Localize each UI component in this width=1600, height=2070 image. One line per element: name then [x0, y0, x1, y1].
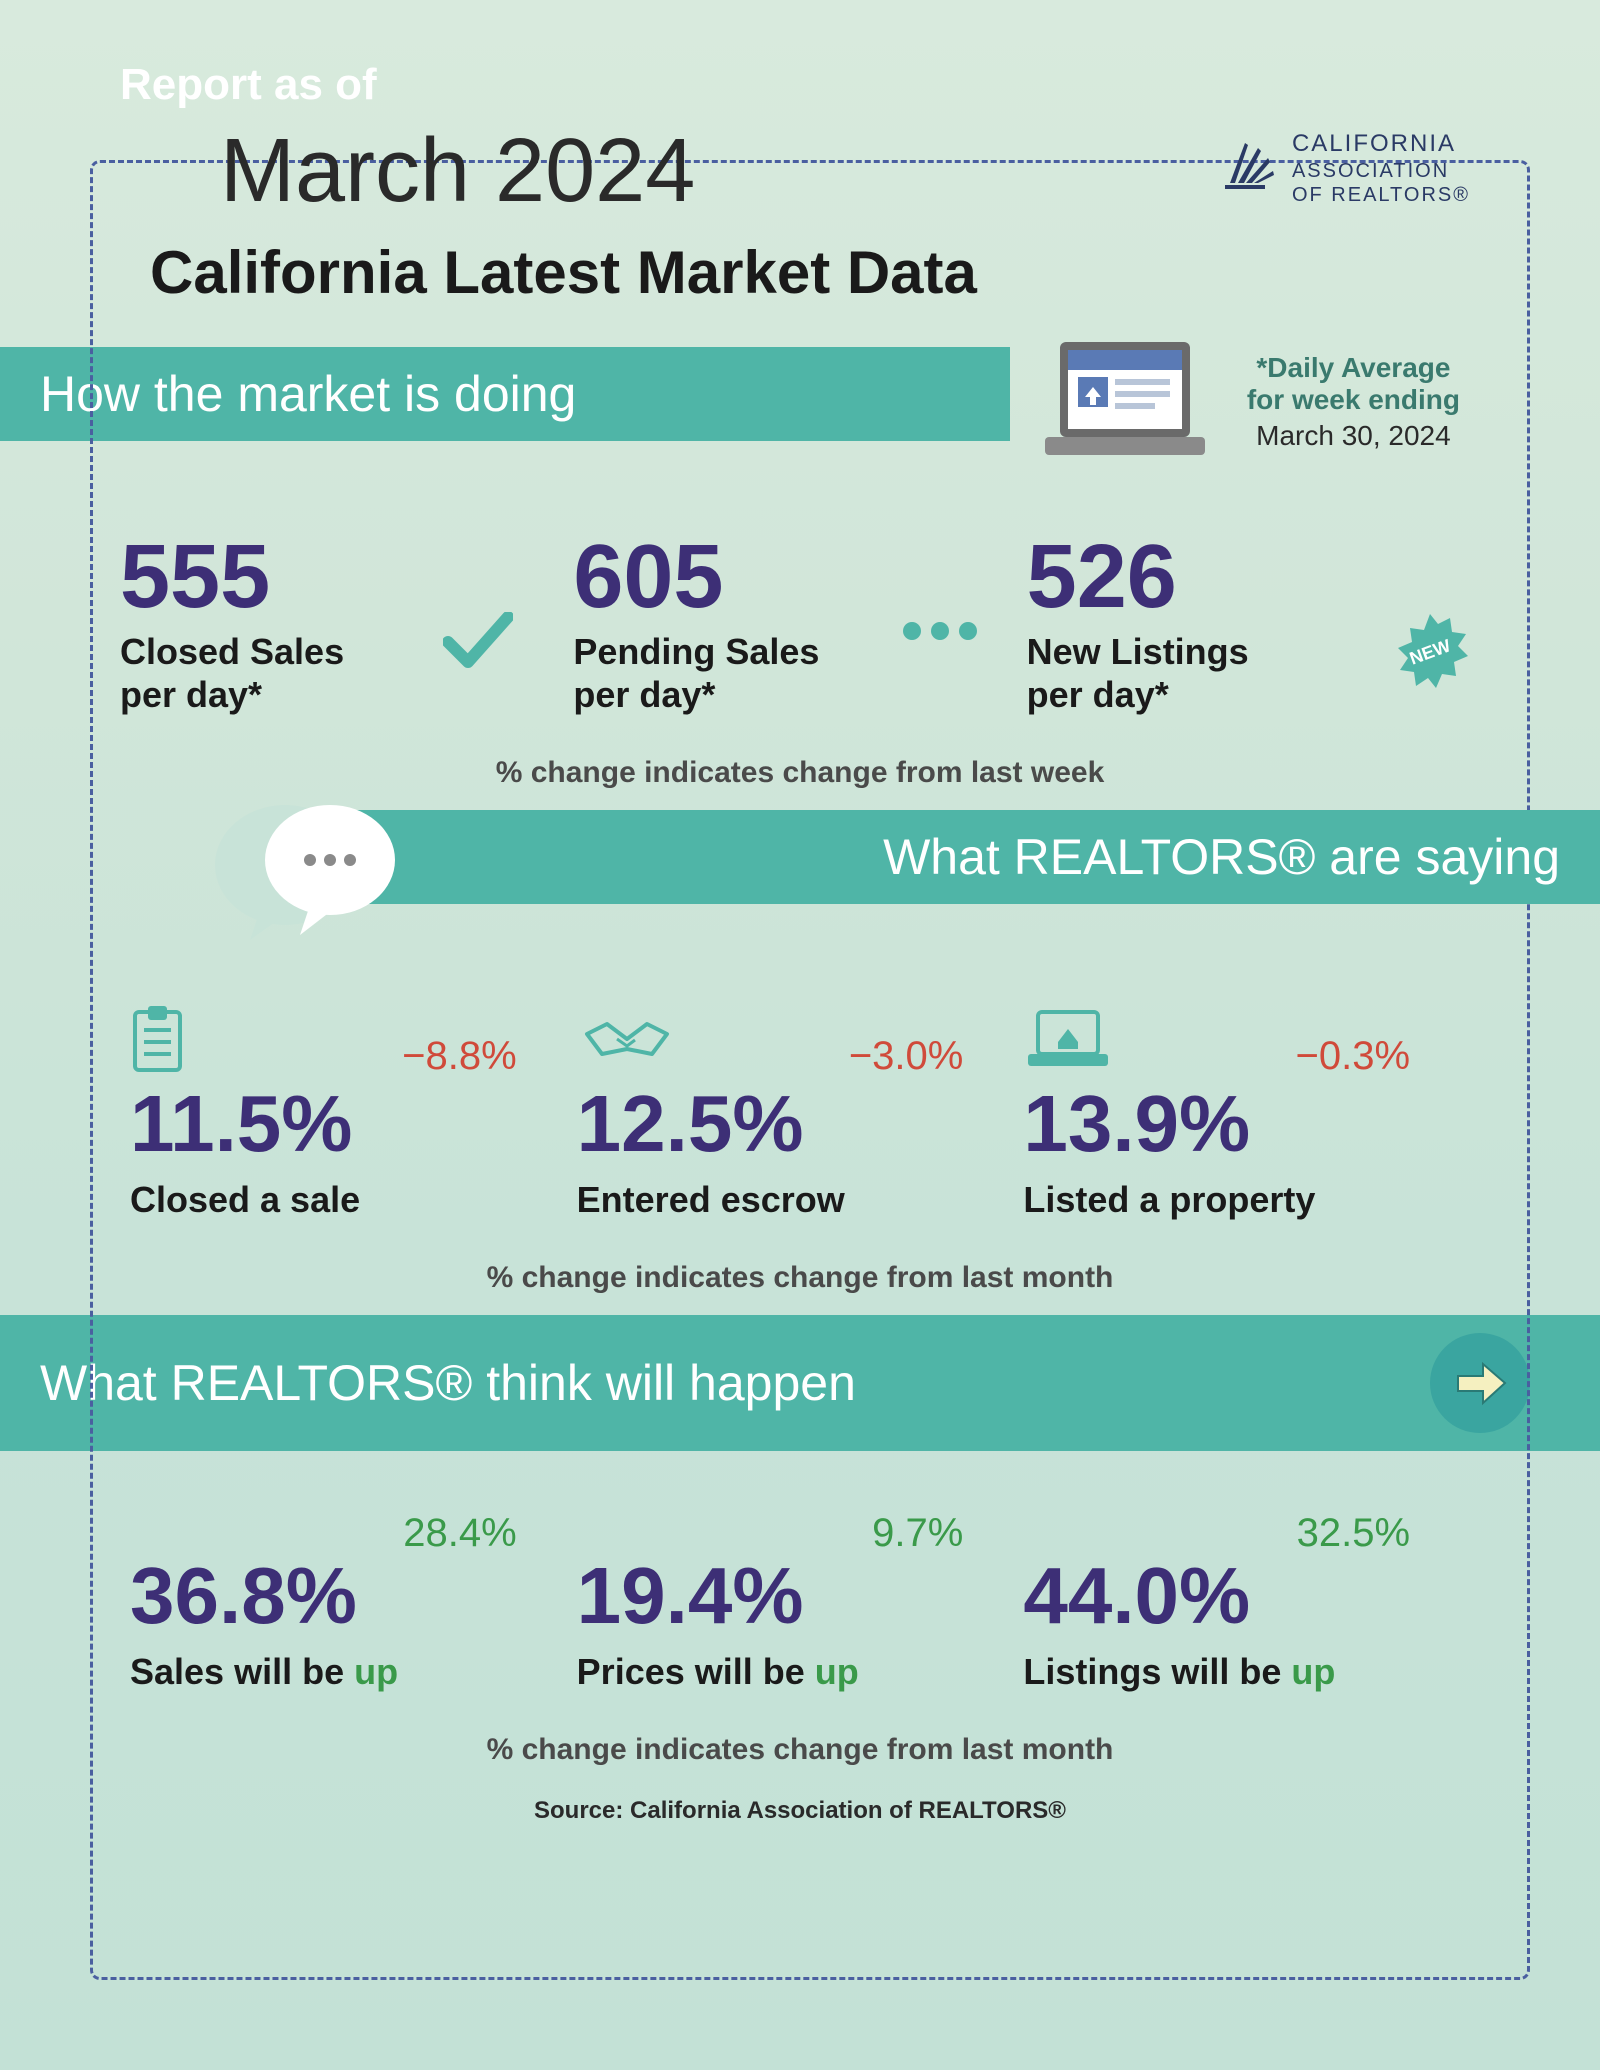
saying-row: −8.8% 11.5% Closed a sale −3.0% 12.5% En… — [90, 1004, 1510, 1221]
think-label: Prices will be up — [577, 1651, 1024, 1693]
think-change: 32.5% — [1023, 1511, 1470, 1556]
think-pct: 44.0% — [1023, 1556, 1470, 1636]
stat-pending-sales: 605 Pending Sales per day* — [573, 532, 1026, 716]
date-note: *Daily Average for week ending March 30,… — [1247, 352, 1460, 452]
saying-listed-property: −0.3% 13.9% Listed a property — [1023, 1004, 1470, 1221]
stat-new-listings: 526 New Listings per day* NEW — [1027, 532, 1480, 716]
fan-logo-icon — [1210, 133, 1280, 203]
stat-value: 605 — [573, 532, 1026, 622]
think-pct: 36.8% — [130, 1556, 577, 1636]
saying-entered-escrow: −3.0% 12.5% Entered escrow — [577, 1004, 1024, 1221]
think-change: 9.7% — [577, 1511, 1024, 1556]
dots-icon — [903, 622, 977, 640]
think-pct: 19.4% — [577, 1556, 1024, 1636]
saying-pct: 13.9% — [1023, 1084, 1470, 1164]
section1-banner: How the market is doing — [0, 347, 1010, 441]
note-line2: for week ending — [1247, 384, 1460, 416]
checkmark-icon — [443, 612, 513, 677]
section3-change-note: % change indicates change from last mont… — [90, 1733, 1510, 1767]
saying-pct: 11.5% — [130, 1084, 577, 1164]
section3-banner: What REALTORS® think will happen — [0, 1315, 1600, 1451]
saying-closed-sale: −8.8% 11.5% Closed a sale — [130, 1004, 577, 1221]
new-badge-icon: NEW — [1390, 612, 1470, 697]
section3-banner-text: What REALTORS® think will happen — [40, 1354, 856, 1412]
section2-change-note: % change indicates change from last mont… — [90, 1261, 1510, 1295]
laptop-icon — [1040, 337, 1210, 472]
think-label: Sales will be up — [130, 1651, 577, 1693]
stat-value: 555 — [120, 532, 573, 622]
car-logo: CALIFORNIA ASSOCIATION OF REALTORS® — [1210, 130, 1470, 207]
think-change: 28.4% — [130, 1511, 577, 1556]
saying-change: −8.8% — [402, 1034, 517, 1079]
saying-label: Entered escrow — [577, 1179, 1024, 1221]
stat-closed-sales: 555 Closed Sales per day* — [120, 532, 573, 716]
logo-line3: OF REALTORS® — [1292, 183, 1470, 207]
section1-change-note: % change indicates change from last week — [90, 756, 1510, 790]
section1-header-row: How the market is doing *Daily Average f… — [90, 307, 1510, 472]
saying-label: Listed a property — [1023, 1179, 1470, 1221]
think-listings-up: 32.5% 44.0% Listings will be up — [1023, 1511, 1470, 1693]
note-date: March 30, 2024 — [1247, 420, 1460, 452]
header: Report as of March 2024 California Lates… — [90, 60, 1510, 307]
source-line: Source: California Association of REALTO… — [90, 1797, 1510, 1825]
page-subtitle: California Latest Market Data — [150, 238, 1510, 307]
saying-label: Closed a sale — [130, 1179, 577, 1221]
saying-pct: 12.5% — [577, 1084, 1024, 1164]
logo-line2: ASSOCIATION — [1292, 159, 1470, 183]
think-label: Listings will be up — [1023, 1651, 1470, 1693]
arrow-right-icon — [1430, 1333, 1530, 1433]
stats-row: 555 Closed Sales per day* 605 Pending Sa… — [90, 532, 1510, 716]
saying-change: −0.3% — [1295, 1034, 1410, 1079]
think-row: 28.4% 36.8% Sales will be up 9.7% 19.4% … — [90, 1511, 1510, 1693]
stat-label: Pending Sales per day* — [573, 630, 1026, 716]
logo-line1: CALIFORNIA — [1292, 130, 1470, 159]
stat-value: 526 — [1027, 532, 1480, 622]
note-line1: *Daily Average — [1247, 352, 1460, 384]
think-prices-up: 9.7% 19.4% Prices will be up — [577, 1511, 1024, 1693]
section2-banner: What REALTORS® are saying — [350, 810, 1600, 904]
section2-header-row: What REALTORS® are saying — [90, 810, 1510, 904]
logo-text: CALIFORNIA ASSOCIATION OF REALTORS® — [1292, 130, 1470, 207]
speech-bubbles-icon — [210, 790, 410, 965]
report-as-of-label: Report as of — [120, 60, 1510, 110]
infographic-page: Report as of March 2024 California Lates… — [0, 0, 1600, 2070]
think-sales-up: 28.4% 36.8% Sales will be up — [130, 1511, 577, 1693]
saying-change: −3.0% — [849, 1034, 964, 1079]
